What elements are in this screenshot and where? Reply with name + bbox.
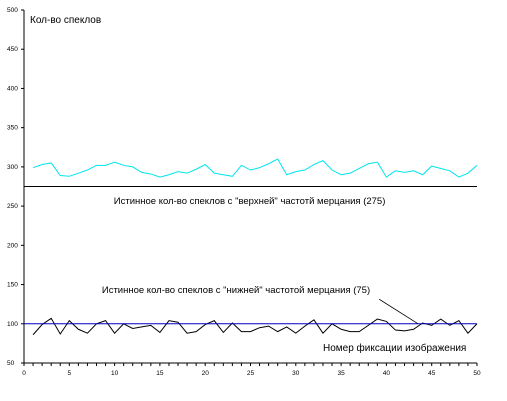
x-tick-label: 0: [22, 370, 26, 377]
x-tick-label: 40: [383, 370, 391, 377]
y-tick-label: 350: [7, 125, 18, 132]
x-tick-label: 30: [292, 370, 300, 377]
y-tick-label: 250: [7, 203, 18, 210]
x-axis-label: Номер фиксации изображения: [323, 342, 466, 354]
y-tick-label: 100: [7, 321, 18, 328]
annotation-label-1: Истинное кол-во спеклов с "верхней" част…: [114, 196, 386, 207]
x-tick-label: 35: [337, 370, 345, 377]
series-line-1: [32, 158, 478, 178]
y-tick-label: 150: [7, 282, 18, 289]
y-tick-label: 300: [7, 164, 18, 171]
y-tick-label: 50: [7, 360, 15, 367]
annotation-label-2: Истинное кол-во спеклов с "нижней" часто…: [102, 285, 370, 296]
x-tick-label: 5: [67, 370, 71, 377]
y-tick-label: 500: [7, 7, 18, 14]
x-tick-label: 50: [473, 370, 481, 377]
y-tick-label: 400: [7, 85, 18, 92]
x-tick-group: 0 5 10 15 20 25 30 35 40 45 50: [22, 363, 481, 377]
y-tick-label: 450: [7, 46, 18, 53]
x-tick-label: 45: [428, 370, 436, 377]
x-tick-label: 20: [202, 370, 210, 377]
series-line-2: [32, 317, 478, 336]
x-tick-label: 15: [156, 370, 164, 377]
annotation-group: Истинное кол-во спеклов с "верхней" част…: [102, 196, 419, 325]
x-tick-label: 10: [111, 370, 119, 377]
x-tick-label: 25: [247, 370, 255, 377]
y-tick-group: 50 100 150 200 250 300 350 400 450 500: [7, 7, 24, 367]
series-group: [24, 158, 478, 336]
y-axis-label: Кол-во спеклов: [30, 15, 101, 26]
y-tick-label: 200: [7, 242, 18, 249]
annotation-pointer: [378, 298, 419, 325]
